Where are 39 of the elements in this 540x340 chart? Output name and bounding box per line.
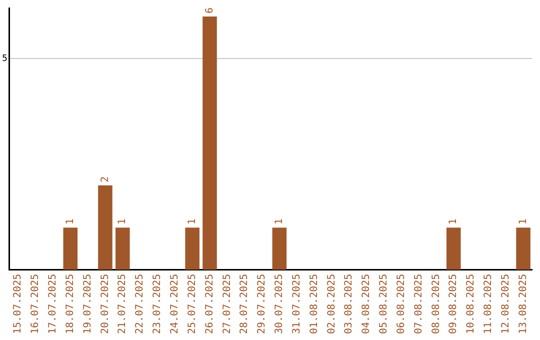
x-tick-label: 23.07.2025 xyxy=(152,274,164,334)
x-tick-label: 24.07.2025 xyxy=(169,274,180,334)
x-tick-label: 01.08.2025 xyxy=(308,274,320,334)
x-tick-label: 27.07.2025 xyxy=(222,274,233,334)
x-tick-label: 02.08.2025 xyxy=(326,274,338,334)
x-tick-label: 31.07.2025 xyxy=(291,274,302,334)
x-tick-label: 11.08.2025 xyxy=(483,274,494,334)
x-tick-label: 29.07.2025 xyxy=(256,274,268,334)
data-label: 1 xyxy=(117,218,128,225)
x-tick-label: 25.07.2025 xyxy=(186,274,198,334)
x-tick-label: 30.07.2025 xyxy=(274,274,286,334)
x-tick-label: 26.07.2025 xyxy=(204,274,216,334)
x-tick-label: 15.07.2025 xyxy=(12,274,24,334)
data-label: 1 xyxy=(186,218,198,225)
x-tick-label: 16.07.2025 xyxy=(30,274,42,334)
x-tick-label: 06.08.2025 xyxy=(396,274,407,334)
x-tick-label: 28.07.2025 xyxy=(239,274,250,334)
x-tick-label: 17.07.2025 xyxy=(48,274,59,334)
data-label: 6 xyxy=(204,7,216,14)
x-tick-label: 20.07.2025 xyxy=(100,274,111,334)
data-label: 1 xyxy=(518,218,529,225)
x-tick-label: 18.07.2025 xyxy=(64,274,76,334)
data-label: 1 xyxy=(448,218,460,225)
x-tick-label: 08.08.2025 xyxy=(430,274,442,334)
x-tick-label: 21.07.2025 xyxy=(117,274,128,334)
x-tick-label: 22.07.2025 xyxy=(134,274,146,334)
x-tick-label: 04.08.2025 xyxy=(361,274,372,334)
x-tick-label: 19.07.2025 xyxy=(82,274,94,334)
x-tick-label: 03.08.2025 xyxy=(344,274,355,334)
x-tick-label: 12.08.2025 xyxy=(500,274,512,334)
x-tick-label: 09.08.2025 xyxy=(448,274,460,334)
data-label: 2 xyxy=(100,176,111,182)
data-label: 1 xyxy=(64,218,76,225)
x-tick-label: 13.08.2025 xyxy=(518,274,529,334)
data-label: 1 xyxy=(274,218,286,225)
y-tick-label: 5 xyxy=(2,54,8,64)
x-tick-label: 05.08.2025 xyxy=(378,274,390,334)
x-tick-label: 10.08.2025 xyxy=(466,274,477,334)
x-tick-label: 07.08.2025 xyxy=(413,274,424,334)
